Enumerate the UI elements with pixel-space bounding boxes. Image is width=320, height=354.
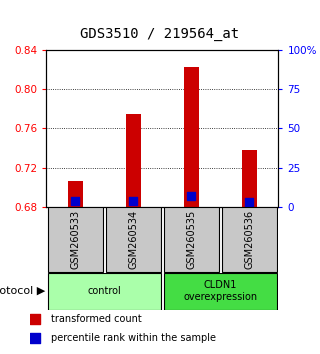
Bar (126, 114, 141, 207)
Text: protocol ▶: protocol ▶ (0, 286, 45, 296)
Bar (48, 207, 103, 272)
Bar (242, 150, 257, 207)
Text: GSM260533: GSM260533 (70, 210, 80, 269)
Bar (184, 67, 199, 207)
Text: GSM260536: GSM260536 (244, 210, 254, 269)
Text: GDS3510 / 219564_at: GDS3510 / 219564_at (80, 27, 240, 41)
Text: percentile rank within the sample: percentile rank within the sample (52, 333, 216, 343)
Text: CLDN1
overexpression: CLDN1 overexpression (183, 280, 258, 302)
Point (73, 198, 78, 204)
Bar (164, 207, 219, 272)
Text: control: control (88, 286, 121, 296)
Text: transformed count: transformed count (52, 314, 142, 324)
Bar (106, 207, 161, 272)
Point (33, 316, 38, 321)
Point (247, 199, 252, 205)
Text: GSM260534: GSM260534 (128, 210, 138, 269)
Point (131, 198, 136, 204)
Bar (222, 207, 277, 272)
Bar (164, 273, 277, 309)
Point (189, 193, 194, 199)
Bar (68, 182, 83, 207)
Point (33, 336, 38, 341)
Bar (48, 273, 161, 309)
Text: GSM260535: GSM260535 (186, 210, 196, 269)
